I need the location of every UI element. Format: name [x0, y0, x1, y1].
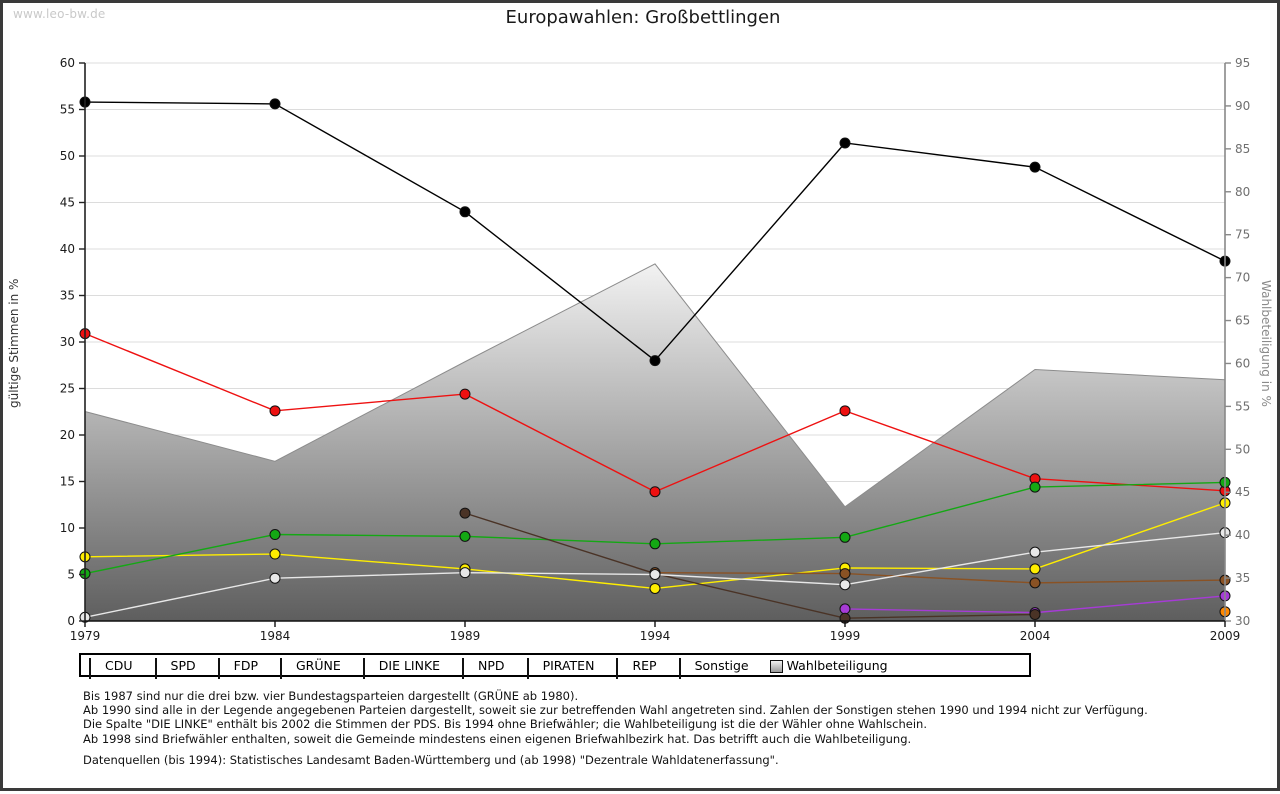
legend-diamond-icon: [614, 657, 627, 679]
svg-text:45: 45: [1235, 485, 1250, 499]
svg-text:1999: 1999: [830, 629, 861, 643]
page-title: Europawahlen: Großbettlingen: [505, 7, 781, 28]
legend-item-rep[interactable]: REP: [614, 657, 672, 679]
svg-text:30: 30: [60, 335, 75, 349]
svg-text:40: 40: [60, 242, 75, 256]
y-axis-right-label: Wahlbeteiligung in %: [1259, 279, 1273, 407]
footnote-line: Ab 1998 sind Briefwähler enthalten, sowe…: [83, 731, 912, 746]
svg-text:85: 85: [1235, 142, 1250, 156]
svg-text:80: 80: [1235, 185, 1250, 199]
svg-text:2009: 2009: [1210, 629, 1241, 643]
axis-tick-labels: 0 5 10 15 20 25 30 35 40 45 50 55 60 30 35 40 45 50 55 60 65…: [60, 56, 1251, 643]
legend-item-spd[interactable]: SPD: [153, 657, 212, 679]
legend-label: Wahlbeteiligung: [786, 657, 888, 673]
legend-diamond-icon: [278, 657, 291, 679]
svg-text:5: 5: [67, 568, 75, 582]
legend: CDU SPD FDP GRÜNE DIE LINKE NPD PIRATEN REP Sons…: [79, 653, 1031, 679]
footnote-line: Ab 1990 sind alle in der Legende angegeb…: [83, 703, 1148, 718]
legend-label: REP: [632, 657, 657, 673]
legend-item-cdu[interactable]: CDU: [87, 657, 149, 679]
plot-area: 0 5 10 15 20 25 30 35 40 45 50 55 60 30 35 40 45 50 55 60 65…: [3, 3, 1280, 794]
legend-label: CDU: [105, 657, 133, 673]
chart-svg: 0 5 10 15 20 25 30 35 40 45 50 55 60 30 35 40 45 50 55 60 65…: [60, 56, 1251, 643]
footnote-line: Die Spalte "DIE LINKE" enthält bis 2002 …: [83, 717, 927, 732]
legend-label: GRÜNE: [295, 657, 341, 673]
svg-text:60: 60: [1235, 356, 1250, 370]
series-points: [79, 96, 1231, 624]
svg-text:65: 65: [1235, 314, 1250, 328]
svg-text:1994: 1994: [640, 629, 671, 643]
legend-item-piraten[interactable]: PIRATEN: [525, 657, 611, 679]
svg-text:20: 20: [60, 428, 75, 442]
data-sources: Datenquellen (bis 1994): Statistisches L…: [83, 753, 779, 767]
legend-item-wahlbeteiligung[interactable]: Wahlbeteiligung: [769, 658, 888, 673]
legend-diamond-icon: [677, 657, 690, 679]
svg-text:1984: 1984: [260, 629, 291, 643]
watermark: www.leo-bw.de: [13, 7, 106, 21]
svg-text:55: 55: [1235, 399, 1250, 413]
svg-text:30: 30: [1235, 614, 1250, 628]
svg-text:1979: 1979: [70, 629, 101, 643]
legend-item-sonstige[interactable]: Sonstige: [677, 657, 765, 679]
legend-label: DIE LINKE: [378, 657, 441, 673]
legend-item-npd[interactable]: NPD: [460, 657, 521, 679]
svg-text:95: 95: [1235, 56, 1250, 70]
legend-label: SPD: [170, 657, 196, 673]
svg-text:25: 25: [60, 382, 75, 396]
legend-label: PIRATEN: [542, 657, 595, 673]
legend-diamond-icon: [216, 657, 229, 679]
legend-item-fdp[interactable]: FDP: [216, 657, 274, 679]
svg-text:60: 60: [60, 56, 75, 70]
legend-diamond-icon: [525, 657, 538, 679]
footnotes: Bis 1987 sind nur die drei bzw. vier Bun…: [83, 689, 1243, 746]
svg-text:40: 40: [1235, 528, 1250, 542]
svg-text:35: 35: [60, 289, 75, 303]
svg-text:0: 0: [67, 614, 75, 628]
axes: [79, 62, 1231, 627]
svg-text:50: 50: [60, 149, 75, 163]
svg-text:45: 45: [60, 196, 75, 210]
footnote-line: Bis 1987 sind nur die drei bzw. vier Bun…: [83, 689, 579, 703]
svg-text:75: 75: [1235, 228, 1250, 242]
svg-text:10: 10: [60, 521, 75, 535]
wahlbeteiligung-area: [84, 263, 1226, 621]
legend-diamond-icon: [153, 657, 166, 679]
svg-text:1989: 1989: [450, 629, 481, 643]
svg-text:70: 70: [1235, 271, 1250, 285]
legend-diamond-icon: [460, 657, 473, 679]
legend-square-icon: [769, 659, 783, 673]
svg-text:2004: 2004: [1020, 629, 1051, 643]
legend-label: Sonstige: [694, 657, 749, 673]
svg-text:90: 90: [1235, 99, 1250, 113]
legend-diamond-icon: [87, 657, 100, 679]
legend-label: NPD: [478, 657, 505, 673]
svg-text:35: 35: [1235, 571, 1250, 585]
svg-text:15: 15: [60, 475, 75, 489]
svg-text:55: 55: [60, 103, 75, 117]
svg-text:50: 50: [1235, 442, 1250, 456]
legend-item-gr-ne[interactable]: GRÜNE: [278, 657, 357, 679]
legend-diamond-icon: [361, 657, 374, 679]
legend-label: FDP: [233, 657, 258, 673]
legend-item-die-linke[interactable]: DIE LINKE: [361, 657, 456, 679]
